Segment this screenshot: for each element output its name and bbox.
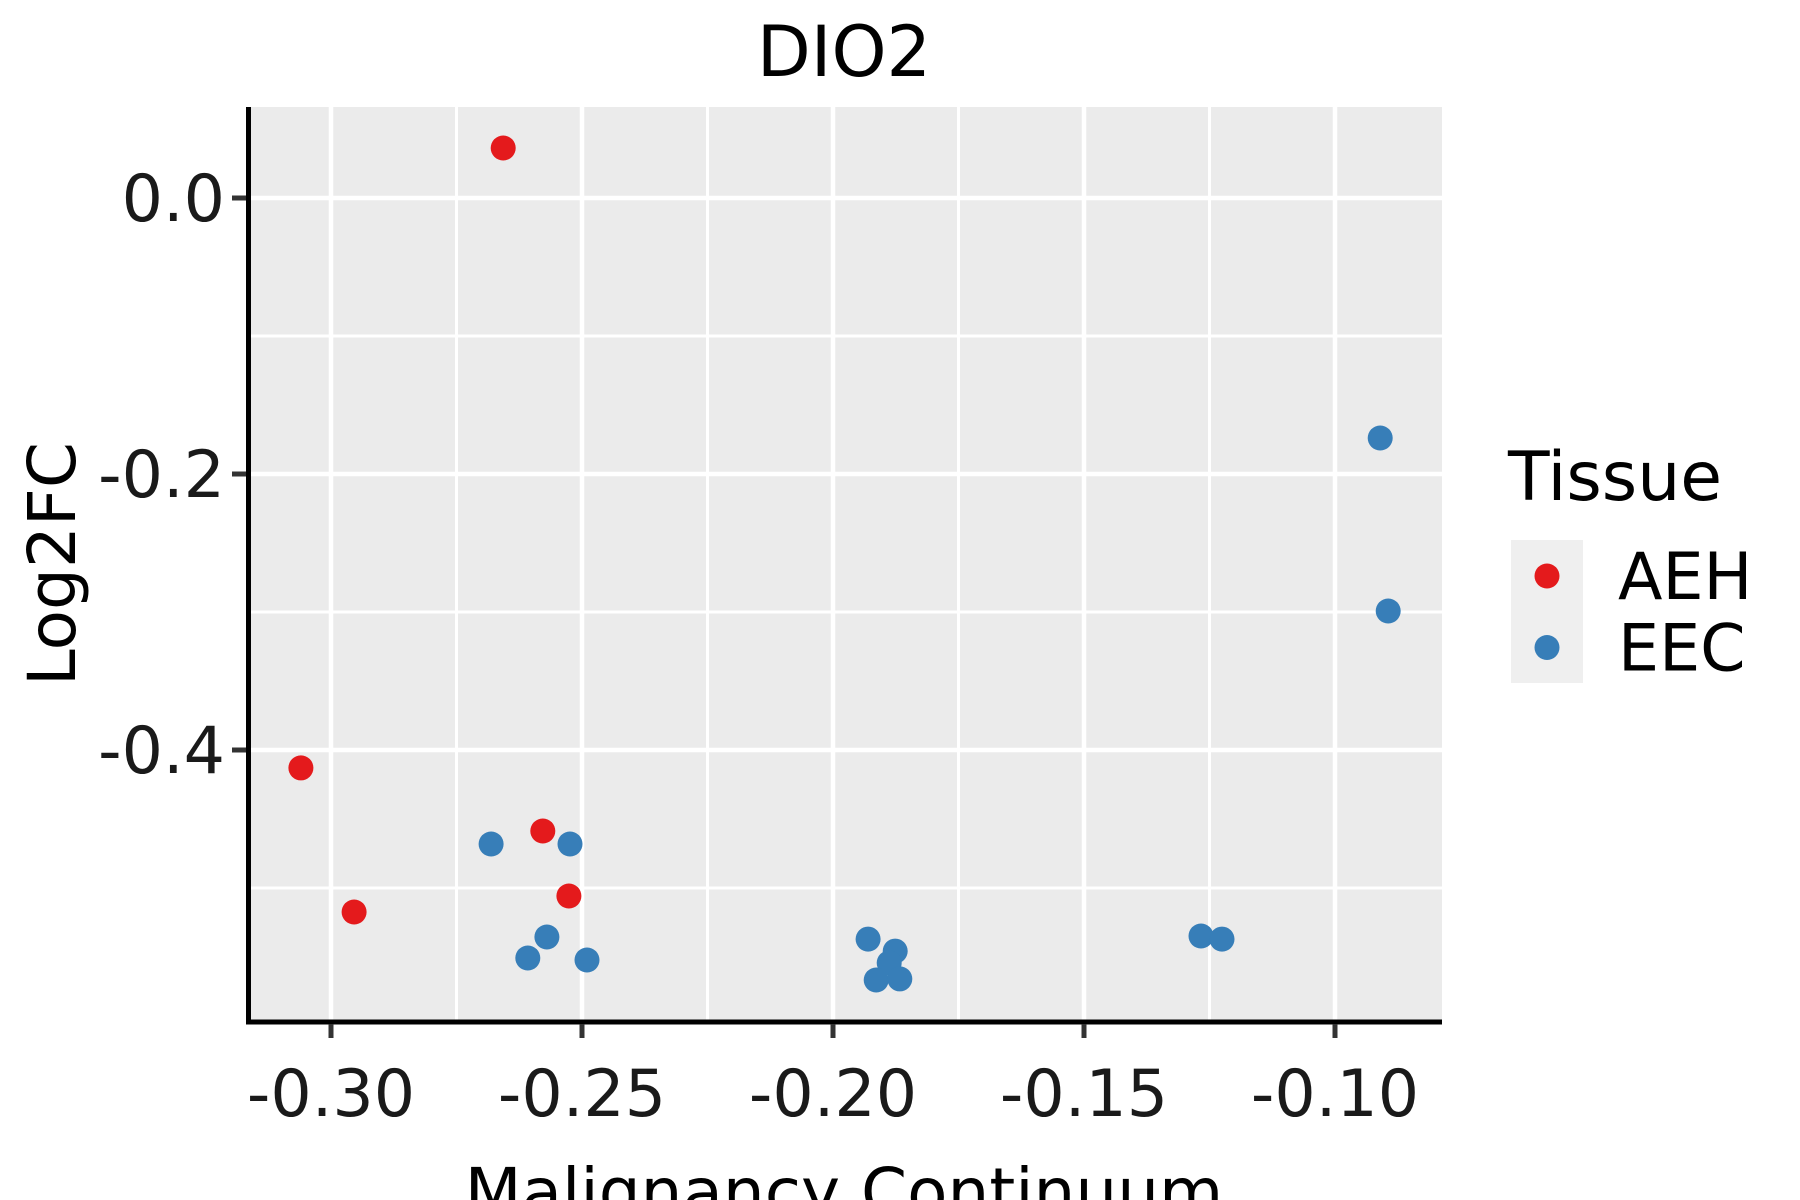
legend: Tissue AEH EEC — [1507, 438, 1752, 687]
chart-title: DIO2 — [757, 11, 931, 93]
x-tick-label: -0.20 — [749, 1057, 917, 1132]
x-axis-title: Malignancy Continuum — [465, 1154, 1224, 1200]
legend-title: Tissue — [1507, 438, 1722, 517]
data-point-eec — [574, 947, 600, 973]
y-tick-label: -0.4 — [98, 714, 225, 789]
minor-gridlines — [246, 107, 1442, 1022]
data-point-aeh — [288, 755, 314, 781]
data-point-eec — [534, 924, 560, 950]
data-point-aeh — [556, 883, 582, 909]
plot-panel — [246, 107, 1442, 1022]
data-point-aeh — [530, 818, 556, 844]
legend-label-aeh: AEH — [1618, 540, 1752, 615]
y-tick-label: -0.2 — [98, 438, 225, 513]
data-point-eec — [1367, 425, 1393, 451]
x-tick-label: -0.15 — [1000, 1057, 1168, 1132]
y-axis-title: Log2FC — [14, 442, 91, 686]
data-point-eec — [1188, 923, 1214, 949]
data-point-eec — [478, 831, 504, 857]
axis-tick-marks — [232, 195, 1338, 1038]
data-point-eec — [1209, 926, 1235, 952]
legend-marker-aeh-icon — [1534, 563, 1560, 589]
axis-tick-labels: -0.30 -0.25 -0.20 -0.15 -0.10 0.0 -0.2 -0.4 — [98, 162, 1419, 1132]
x-tick-label: -0.10 — [1251, 1057, 1419, 1132]
data-point-eec — [863, 967, 889, 993]
data-points — [288, 135, 1401, 993]
x-tick-label: -0.30 — [247, 1057, 415, 1132]
data-point-eec — [887, 966, 913, 992]
data-point-eec — [855, 926, 881, 952]
data-point-eec — [515, 945, 541, 971]
data-point-aeh — [341, 899, 367, 925]
data-point-eec — [557, 831, 583, 857]
legend-marker-eec-icon — [1534, 635, 1560, 660]
x-tick-label: -0.25 — [498, 1057, 666, 1132]
major-gridlines — [246, 107, 1442, 1022]
legend-label-eec: EEC — [1618, 612, 1746, 687]
data-point-aeh — [490, 135, 516, 161]
y-tick-label: 0.0 — [122, 162, 225, 237]
data-point-eec — [1375, 598, 1401, 624]
